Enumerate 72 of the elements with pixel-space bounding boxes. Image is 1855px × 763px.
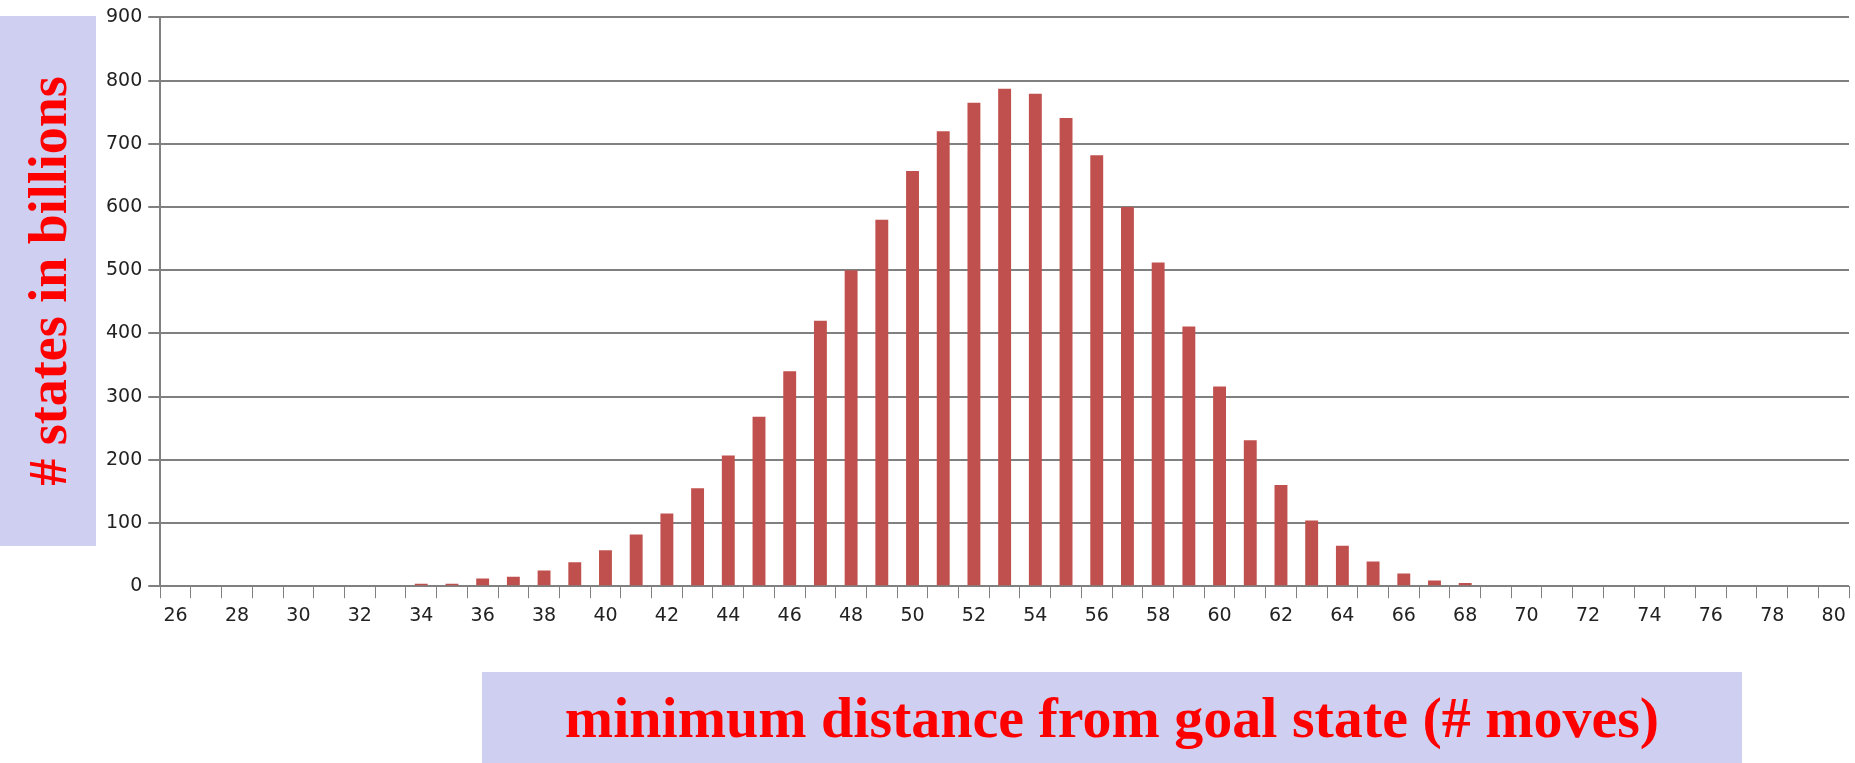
bar	[967, 102, 981, 586]
bar	[537, 570, 551, 586]
x-tick-label: 26	[163, 602, 188, 625]
x-tick-label: 28	[224, 602, 250, 625]
y-tick-label: 0	[130, 573, 143, 596]
bar	[691, 488, 705, 586]
y-tick-label: 500	[106, 257, 143, 280]
bar	[506, 576, 520, 586]
bar	[1090, 155, 1104, 586]
x-tick-label: 48	[839, 602, 864, 625]
x-tick-label: 54	[1023, 602, 1048, 625]
bar	[476, 578, 490, 586]
bar	[1366, 561, 1380, 586]
x-tick-label: 80	[1821, 602, 1846, 625]
bar	[875, 219, 889, 586]
bar	[1458, 583, 1472, 586]
bar	[783, 371, 797, 586]
bar	[1305, 520, 1319, 586]
x-tick-label: 40	[593, 602, 618, 625]
x-tick-label: 32	[347, 602, 372, 625]
y-tick-label: 700	[106, 130, 143, 153]
x-tick-label: 30	[286, 602, 311, 625]
x-tick-label: 62	[1268, 602, 1294, 625]
x-tick-label: 38	[531, 602, 557, 625]
bar	[599, 550, 612, 586]
bar	[568, 562, 582, 586]
bar	[1028, 93, 1042, 586]
bar	[813, 320, 827, 586]
bar	[721, 455, 735, 586]
x-tick-label: 42	[654, 602, 679, 625]
x-tick-label: 56	[1084, 602, 1109, 625]
x-tick-label: 74	[1637, 602, 1662, 625]
bar	[844, 270, 858, 586]
bar	[1274, 485, 1288, 586]
x-tick-label: 60	[1207, 602, 1232, 625]
bar	[660, 513, 674, 586]
x-tick-label: 58	[1146, 602, 1171, 625]
x-tick-label: 78	[1760, 602, 1785, 625]
x-tick-label: 70	[1514, 602, 1539, 625]
bar	[1182, 326, 1196, 586]
y-axis-title: # states in billions	[17, 76, 79, 486]
x-tick-label: 50	[900, 602, 925, 625]
bar	[1243, 440, 1257, 586]
y-tick-label: 300	[106, 383, 143, 406]
x-tick-label: 52	[961, 602, 987, 625]
bar	[1335, 545, 1349, 586]
y-tick-label: 400	[106, 320, 143, 343]
y-tick-label: 100	[106, 509, 143, 532]
x-tick-label: 36	[470, 602, 495, 625]
bar	[752, 416, 766, 586]
bar	[1397, 573, 1411, 586]
x-tick-label: 68	[1453, 602, 1478, 625]
x-axis-title: minimum distance from goal state (# moves)	[482, 672, 1742, 763]
bar	[1151, 262, 1165, 586]
x-tick-label: 72	[1575, 602, 1601, 625]
x-tick-label: 66	[1391, 602, 1416, 625]
y-tick-label: 200	[106, 446, 143, 469]
bar	[906, 170, 919, 586]
x-tick-label: 44	[716, 602, 741, 625]
x-tick-label: 64	[1330, 602, 1355, 625]
y-tick-label: 900	[106, 4, 143, 27]
x-tick-label: 34	[409, 602, 434, 625]
y-tick-label: 800	[106, 67, 143, 90]
bar	[936, 131, 950, 586]
x-tick-label: 76	[1698, 602, 1723, 625]
bar	[1121, 207, 1134, 586]
bar	[1059, 117, 1073, 586]
bar	[629, 534, 643, 586]
y-tick-label: 600	[106, 193, 143, 216]
bar	[998, 88, 1012, 586]
x-tick-label: 46	[777, 602, 802, 625]
bar	[1213, 386, 1227, 586]
